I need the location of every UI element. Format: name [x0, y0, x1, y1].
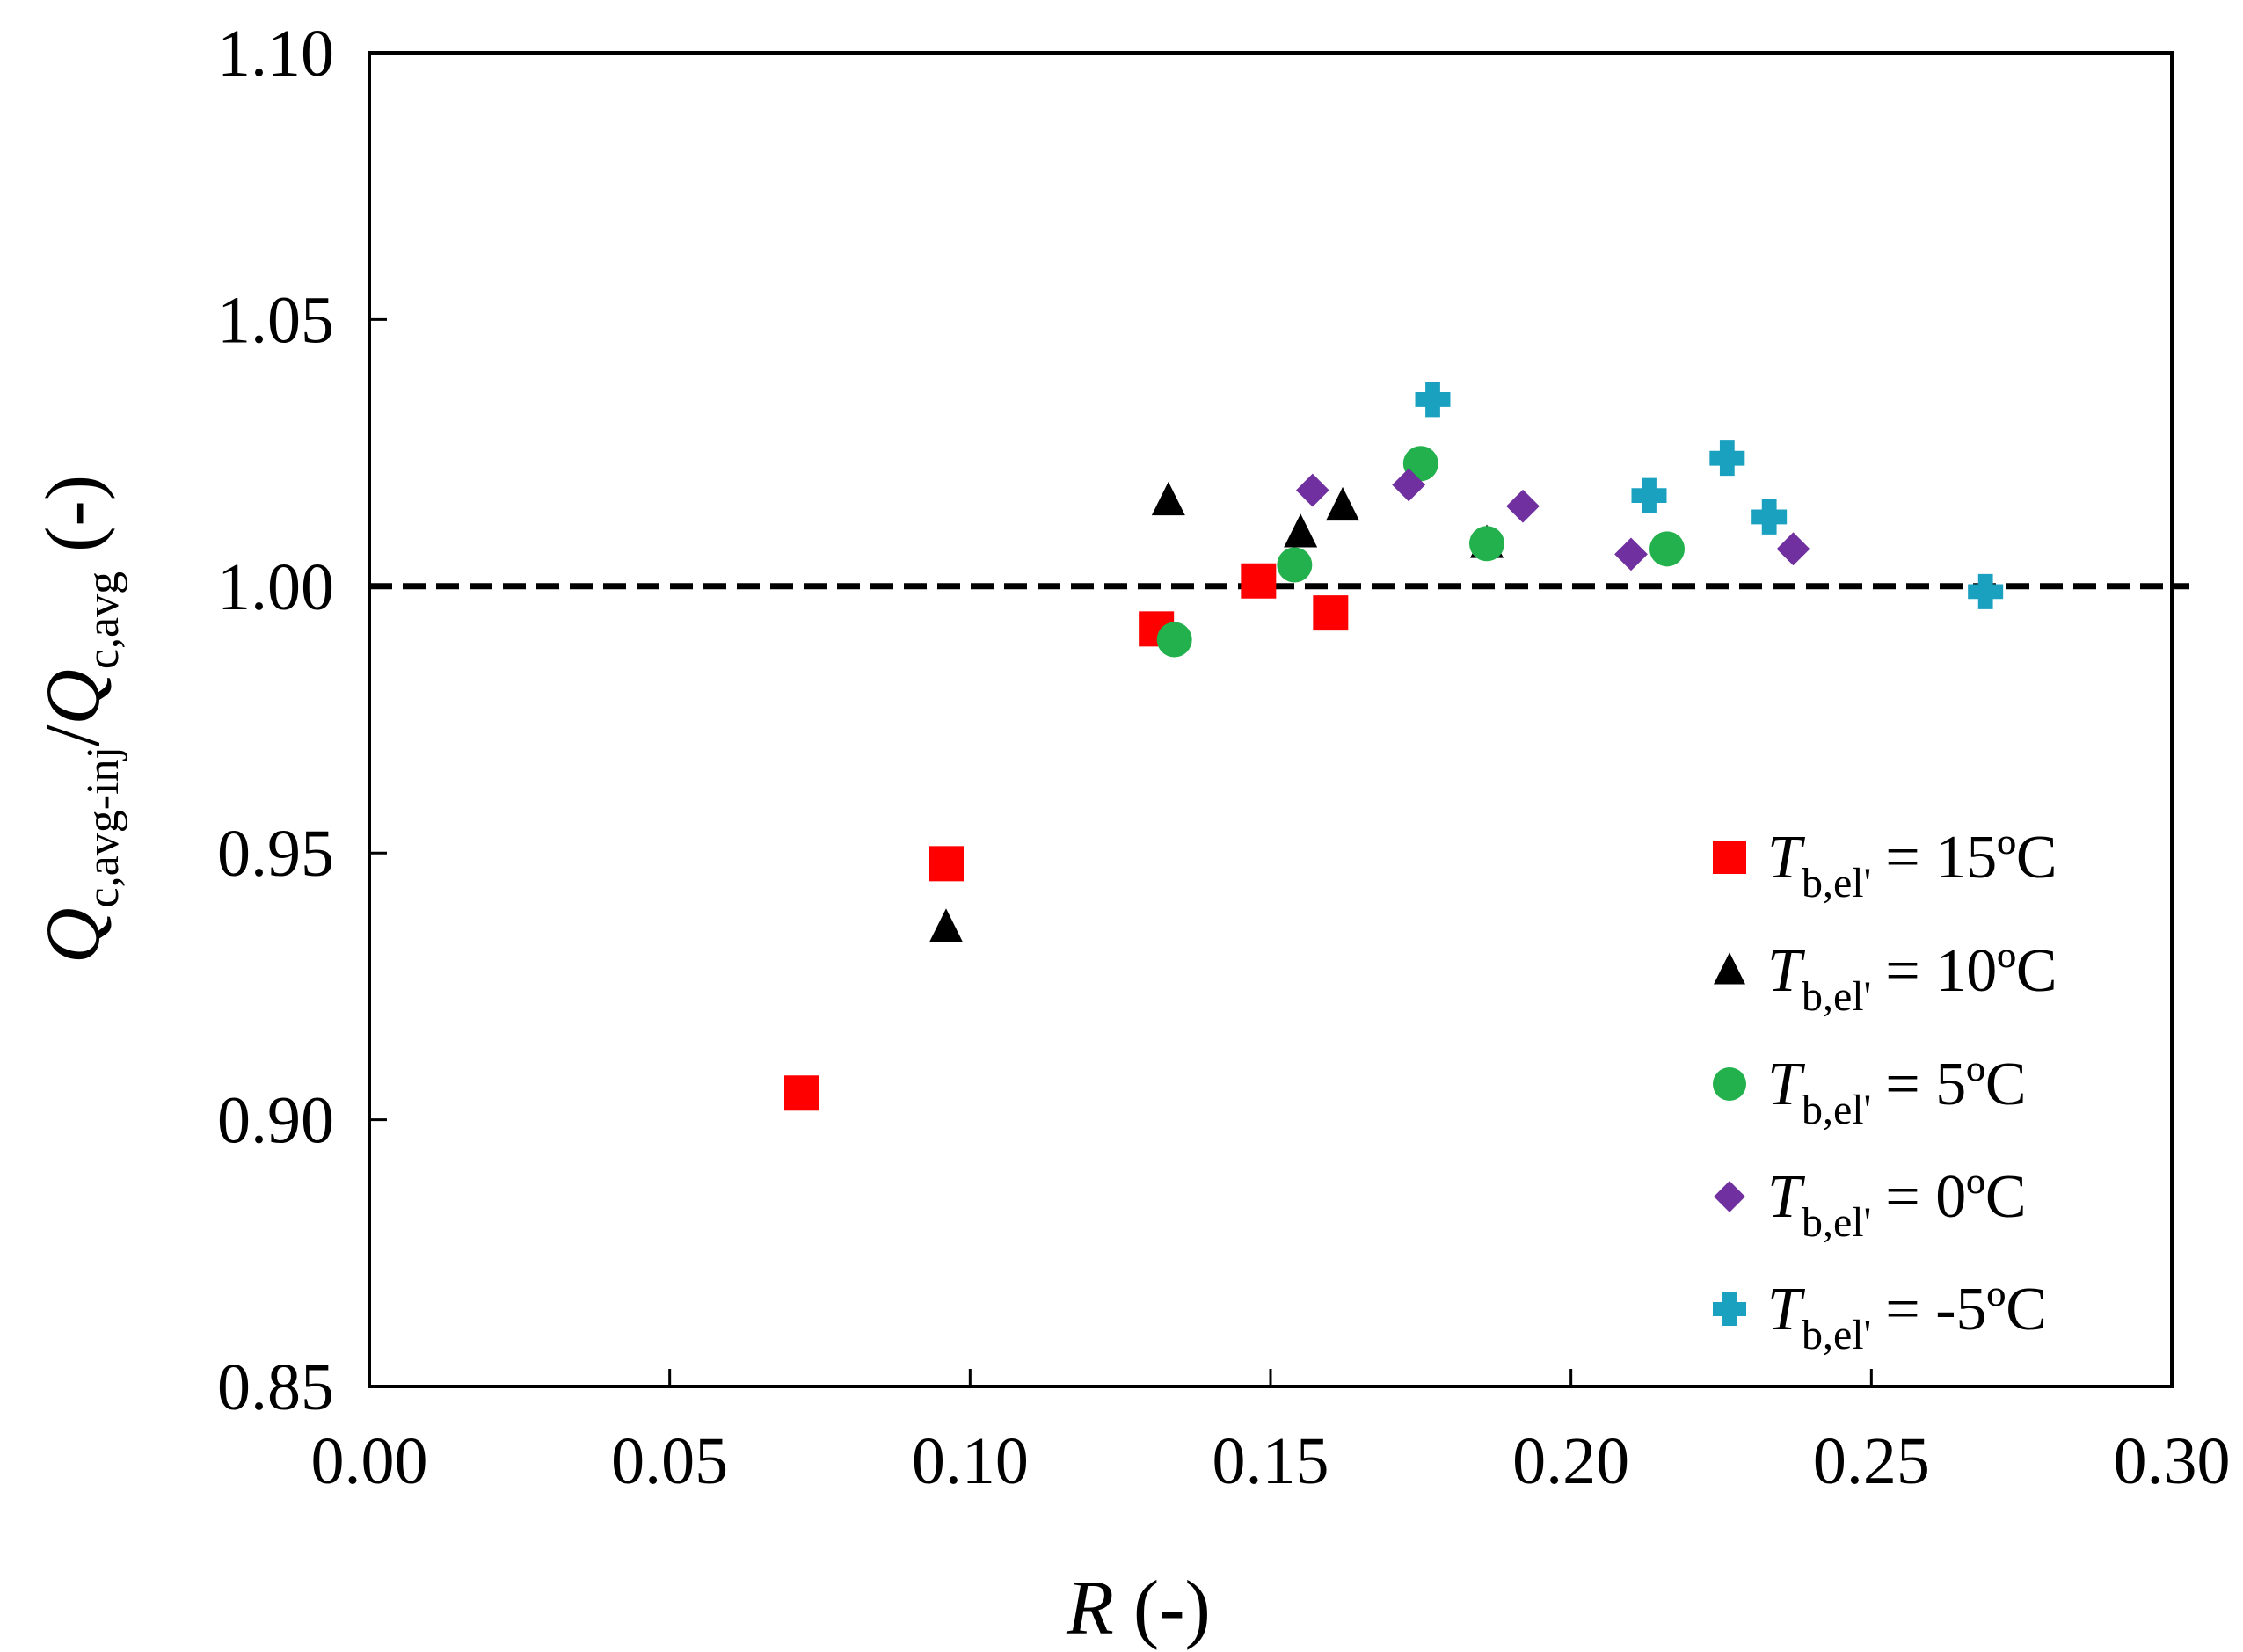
legend-symbol-minus5c: T — [1767, 1276, 1806, 1343]
x-axis-title: R (-) — [1066, 1566, 1211, 1651]
legend-symbol-10c: T — [1767, 937, 1806, 1005]
legend-marker-triangle — [1714, 952, 1745, 985]
legend-entry-5c: Tb,el' = 5ºC — [1713, 1051, 2027, 1133]
legend-sub-15c: b,el' — [1802, 860, 1871, 906]
x-axis-unit: (-) — [1114, 1566, 1211, 1651]
y-axis-q1: Q — [31, 907, 116, 964]
legend-symbol-15c: T — [1767, 824, 1806, 891]
data-point-triangle — [929, 908, 963, 942]
x-tick-label: 0.20 — [1512, 1424, 1629, 1498]
y-tick-label: 1.10 — [217, 17, 334, 91]
data-point-diamond — [1614, 537, 1648, 571]
data-point-plus — [1751, 499, 1788, 535]
legend-entry-minus5c: Tb,el' = -5ºC — [1713, 1276, 2047, 1358]
legend-value-5c: = 5ºC — [1885, 1051, 2026, 1118]
y-axis-q2: Q — [31, 669, 116, 725]
legend-value-0c: = 0ºC — [1885, 1163, 2026, 1231]
legend-marker-circle — [1713, 1067, 1746, 1101]
legend-sub-5c: b,el' — [1802, 1087, 1871, 1133]
data-point-circle — [1469, 526, 1504, 562]
y-axis: 0.85 0.90 0.95 1.00 1.05 1.10 — [217, 17, 387, 1424]
y-tick-label: 1.00 — [217, 550, 334, 624]
x-tick-label: 0.30 — [2114, 1424, 2231, 1498]
legend-entry-10c: Tb,el' = 10ºC — [1714, 937, 2057, 1020]
y-tick-label: 0.85 — [217, 1350, 334, 1424]
data-point-plus — [1415, 382, 1451, 418]
x-tick-label: 0.15 — [1213, 1424, 1329, 1498]
data-points — [784, 382, 2004, 1111]
data-point-triangle — [1151, 481, 1185, 516]
data-point-diamond — [1295, 473, 1329, 507]
y-axis-title: Qc,avg-inj/Qc,avg (-) — [31, 475, 128, 964]
legend-sub-minus5c: b,el' — [1802, 1312, 1871, 1358]
x-tick-label: 0.05 — [611, 1424, 728, 1498]
data-point-triangle — [1326, 486, 1359, 521]
legend-label-10c: Tb,el' = 10ºC — [1767, 937, 2057, 1020]
legend-marker-minus5c — [1713, 1292, 1746, 1326]
data-point-plus — [1709, 440, 1745, 477]
y-axis-sub2: c,avg — [78, 571, 128, 669]
legend-value-15c: = 15ºC — [1885, 824, 2057, 891]
legend-label-5c: Tb,el' = 5ºC — [1767, 1051, 2027, 1133]
legend-marker-square — [1713, 841, 1746, 874]
data-point-circle — [1649, 531, 1685, 567]
data-point-square — [1313, 595, 1349, 631]
data-point-square — [929, 846, 964, 882]
legend-marker-5c — [1713, 1067, 1746, 1101]
y-tick-label: 0.90 — [217, 1084, 334, 1158]
x-tick-label: 0.00 — [311, 1424, 428, 1498]
x-axis: 0.00 0.05 0.10 0.15 0.20 0.25 0.30 — [311, 1369, 2231, 1498]
legend-entry-15c: Tb,el' = 15ºC — [1713, 824, 2057, 906]
legend-label-15c: Tb,el' = 15ºC — [1767, 824, 2057, 906]
data-point-square — [1241, 563, 1277, 599]
y-axis-slash: / — [31, 724, 116, 746]
y-axis-sub1: c,avg-inj — [78, 746, 128, 907]
x-tick-label: 0.25 — [1813, 1424, 1930, 1498]
data-point-plus — [1631, 477, 1667, 513]
data-point-square — [784, 1075, 819, 1111]
y-axis-unit: (-) — [31, 475, 116, 571]
x-axis-symbol: R — [1066, 1566, 1114, 1651]
data-point-plus — [1968, 573, 2004, 609]
legend-sub-0c: b,el' — [1802, 1199, 1871, 1246]
legend-sub-10c: b,el' — [1802, 973, 1871, 1020]
legend-marker-plus — [1713, 1292, 1746, 1326]
data-point-circle — [1277, 547, 1313, 583]
y-tick-label: 1.05 — [217, 283, 334, 357]
data-point-triangle — [1284, 513, 1318, 548]
legend-value-10c: = 10ºC — [1885, 937, 2057, 1005]
legend-value-minus5c: = -5ºC — [1885, 1276, 2047, 1343]
legend-marker-diamond — [1714, 1181, 1745, 1212]
legend: Tb,el' = 15ºC Tb,el' = 10ºC Tb,el' = 5ºC Tb… — [1713, 824, 2057, 1358]
y-tick-label: 0.95 — [217, 817, 334, 891]
legend-marker-10c — [1714, 952, 1745, 985]
data-point-circle — [1156, 622, 1192, 658]
data-point-diamond — [1776, 532, 1810, 566]
legend-label-minus5c: Tb,el' = -5ºC — [1767, 1276, 2047, 1358]
legend-label-0c: Tb,el' = 0ºC — [1767, 1163, 2027, 1246]
legend-marker-0c — [1714, 1181, 1745, 1212]
legend-entry-0c: Tb,el' = 0ºC — [1714, 1163, 2027, 1246]
data-point-diamond — [1392, 468, 1426, 502]
x-tick-label: 0.10 — [912, 1424, 1029, 1498]
legend-symbol-0c: T — [1767, 1163, 1806, 1231]
data-point-diamond — [1506, 489, 1540, 523]
legend-symbol-5c: T — [1767, 1051, 1806, 1118]
legend-marker-15c — [1713, 841, 1746, 874]
